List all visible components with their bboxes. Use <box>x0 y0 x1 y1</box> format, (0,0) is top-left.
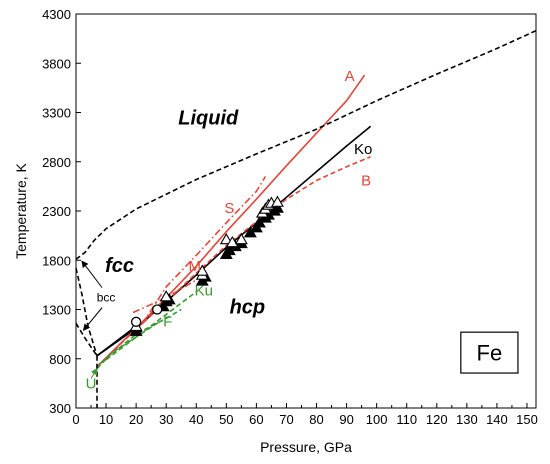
boundary-line-melting <box>75 29 537 260</box>
phase-label-hcp: hcp <box>230 296 266 318</box>
x-tick-label: 80 <box>309 412 323 427</box>
series-line-ku <box>105 291 197 361</box>
y-tick-label: 3300 <box>42 106 71 121</box>
x-tick-label: 120 <box>426 412 448 427</box>
annotations: Ko A B S M Ku F U Liquid fcc hcp bcc Fe <box>81 68 519 392</box>
series-line-a <box>96 74 366 368</box>
boundary-line-bcc-hcp <box>75 322 98 357</box>
axes: 0 10 20 30 40 50 60 70 80 90 100 110 120 130 140 150 300… <box>42 7 538 427</box>
y-tick-label: 2300 <box>42 204 71 219</box>
y-axis-title: Temperature, K <box>13 162 29 258</box>
series-line-m <box>132 279 197 314</box>
y-tick-label: 300 <box>49 401 71 416</box>
phase-label-bcc: bcc <box>97 291 116 305</box>
y-tick-label: 4300 <box>42 7 71 22</box>
bcc-arrow-lower <box>82 307 103 331</box>
series-label-s: S <box>224 200 234 217</box>
y-tick-label: 1800 <box>42 253 71 268</box>
x-tick-label: 100 <box>366 412 388 427</box>
series-label-f: F <box>163 314 172 331</box>
x-tick-label: 40 <box>189 412 203 427</box>
u-arrow <box>90 367 98 379</box>
series-line-u <box>96 320 161 370</box>
x-tick-label: 0 <box>72 412 79 427</box>
x-tick-label: 30 <box>159 412 173 427</box>
x-axis-title: Pressure, GPa <box>260 439 352 455</box>
x-tick-label: 60 <box>249 412 263 427</box>
x-tick-label: 50 <box>219 412 233 427</box>
y-tick-label: 1300 <box>42 303 71 318</box>
series-label-u: U <box>86 375 97 392</box>
series-line-s <box>141 176 267 325</box>
x-tick-label: 110 <box>396 412 417 427</box>
x-tick-label: 70 <box>279 412 293 427</box>
boundary-line-solid-segment <box>96 325 137 357</box>
x-tick-label: 20 <box>129 412 143 427</box>
triangle-open-point <box>270 195 284 207</box>
phase-label-liquid: Liquid <box>178 107 239 129</box>
bcc-arrow-upper <box>81 260 103 288</box>
y-tick-label: 3800 <box>42 56 71 71</box>
triangle-open-point <box>234 232 248 245</box>
series-label-m: M <box>189 258 202 275</box>
element-box <box>460 331 519 374</box>
phase-label-fcc: fcc <box>105 255 134 277</box>
triangle-open-point <box>159 290 173 302</box>
x-tick-label: 150 <box>516 412 538 427</box>
x-tick-label: 10 <box>99 412 113 427</box>
x-tick-label: 90 <box>339 412 353 427</box>
circle-open-point <box>130 316 142 327</box>
boundary-line-bcc-fcc <box>75 267 98 357</box>
y-tick-label: 800 <box>49 352 71 367</box>
element-label: Fe <box>477 341 503 366</box>
series-line-f <box>99 308 182 365</box>
x-tick-label: 130 <box>456 412 478 427</box>
series-label-a: A <box>345 68 355 85</box>
circle-open-point <box>152 304 163 315</box>
x-tick-label: 140 <box>486 412 508 427</box>
triangle-open-point <box>195 264 209 276</box>
triangle-open-point <box>219 232 233 245</box>
y-tick-label: 2800 <box>42 155 71 170</box>
data-markers <box>129 195 284 336</box>
series-label-ko: Ko <box>354 141 372 158</box>
series-label-b: B <box>361 172 371 189</box>
series-label-ku: Ku <box>195 283 213 300</box>
